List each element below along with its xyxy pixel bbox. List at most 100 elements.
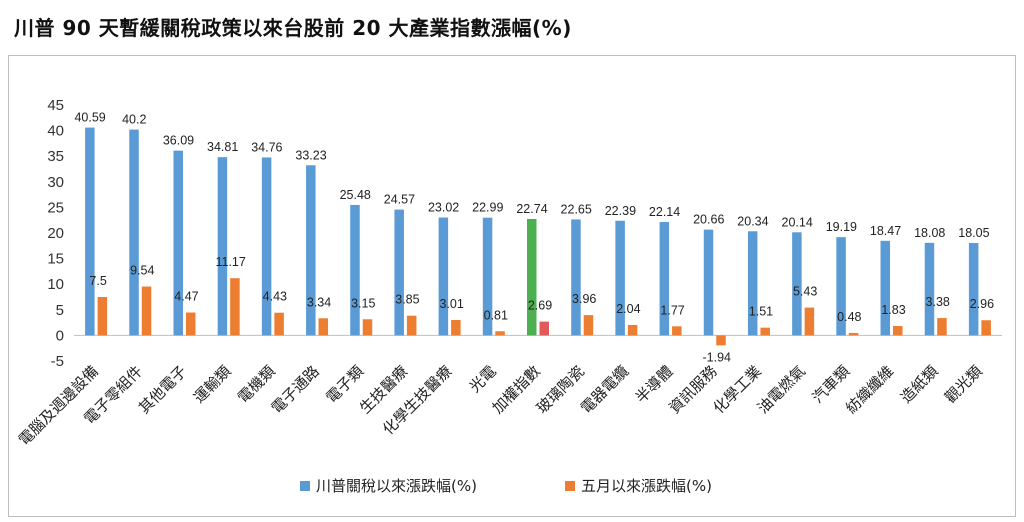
data-label-series-1: 18.47 xyxy=(870,224,901,238)
bar-series-1 xyxy=(880,240,891,336)
bar-series-1 xyxy=(659,222,670,336)
data-label-series-2: 4.47 xyxy=(174,290,198,304)
bar-series-2 xyxy=(848,332,859,336)
bar-series-2 xyxy=(185,312,196,336)
y-axis: 45 40 35 30 25 20 15 10 5 0 -5 xyxy=(47,97,64,370)
bars-group xyxy=(85,127,991,346)
bar-series-2 xyxy=(451,319,461,336)
x-category-label: 資訊服務 xyxy=(665,362,720,417)
x-category-label: 化學工業 xyxy=(710,362,765,417)
bar-series-1 xyxy=(438,217,449,336)
bar-series-2 xyxy=(627,324,638,336)
bar-series-1 xyxy=(571,219,581,336)
data-label-series-2: 3.96 xyxy=(572,292,596,306)
bar-series-1 xyxy=(394,209,404,336)
bar-series-1 xyxy=(261,157,272,336)
bar-series-2 xyxy=(141,286,152,336)
y-tick-label: 10 xyxy=(47,276,64,293)
x-category-label: 電器電纜 xyxy=(577,362,632,417)
data-label-series-2: 3.38 xyxy=(926,295,950,309)
data-label-series-1: 23.02 xyxy=(428,201,459,215)
data-label-series-2: 1.83 xyxy=(881,303,905,317)
bar-series-1 xyxy=(350,204,360,336)
x-category-label: 光電 xyxy=(466,362,500,396)
bar-series-2 xyxy=(539,321,549,336)
data-label-series-1: 22.65 xyxy=(561,202,592,216)
bar-series-1 xyxy=(482,217,493,336)
bar-series-1 xyxy=(306,165,316,336)
data-label-series-2: 11.17 xyxy=(215,255,245,269)
data-label-series-2: 1.77 xyxy=(660,303,684,317)
data-label-series-2: 1.51 xyxy=(749,305,773,319)
x-category-label: 運輸類 xyxy=(190,362,235,407)
bar-series-2 xyxy=(583,315,594,336)
bar-series-1 xyxy=(703,229,714,336)
data-label-series-2: 0.48 xyxy=(837,310,861,324)
y-tick-label: 20 xyxy=(47,225,64,242)
data-label-series-1: 22.74 xyxy=(516,202,547,216)
y-tick-label: 25 xyxy=(47,199,64,216)
bar-series-2 xyxy=(495,331,505,336)
data-label-series-2: 2.04 xyxy=(616,302,640,316)
bar-series-1 xyxy=(173,150,183,336)
legend-label-series-2: 五月以來漲跌幅(%) xyxy=(581,477,712,495)
category-labels-group: 電腦及週邊設備電子零組件其他電子 運輸類 電機類電子通路 電子類生技醫療化學生技醫療光… xyxy=(15,362,986,449)
bar-series-1 xyxy=(615,220,625,336)
bar-series-1 xyxy=(85,127,95,336)
bar-series-2 xyxy=(274,312,284,336)
data-label-series-2: 2.69 xyxy=(528,299,552,313)
y-tick-label: 35 xyxy=(47,148,64,165)
bar-series-2 xyxy=(362,319,373,336)
data-labels-group: 40.59 7.5 40.2 9.54 36.09 4.47 34.81 11.17 34.76… xyxy=(74,111,994,365)
data-label-series-1: 34.76 xyxy=(251,140,282,154)
x-category-label: 觀光類 xyxy=(941,362,986,407)
bar-series-2 xyxy=(318,318,329,336)
y-tick-label: 5 xyxy=(56,302,64,319)
x-category-label: 造紙類 xyxy=(897,362,942,407)
data-label-series-2: 9.54 xyxy=(130,264,154,278)
data-label-series-2: 3.34 xyxy=(307,295,331,309)
data-label-series-2: 4.43 xyxy=(263,290,287,304)
chart-frame xyxy=(8,55,1016,517)
data-label-series-2: 3.01 xyxy=(439,297,463,311)
data-label-series-1: 40.2 xyxy=(122,113,146,127)
x-category-label: 油電燃氣 xyxy=(754,362,809,417)
data-label-series-1: 18.08 xyxy=(914,226,945,240)
data-label-series-1: 20.14 xyxy=(782,215,813,229)
data-label-series-1: 36.09 xyxy=(163,134,194,148)
bar-series-1 xyxy=(747,231,758,336)
bar-series-1 xyxy=(792,232,802,336)
chart-title: 川普 90 天暫緩關稅政策以來台股前 20 大產業指數漲幅(%) xyxy=(14,16,572,40)
bar-series-2 xyxy=(230,278,240,336)
legend-label-series-1: 川普關稅以來漲跌幅(%) xyxy=(316,477,477,495)
legend-swatch-series-1 xyxy=(300,481,310,491)
data-label-series-1: 22.14 xyxy=(649,205,680,219)
data-label-series-2: 3.85 xyxy=(395,293,419,307)
bar-series-2 xyxy=(716,335,726,346)
y-tick-label: 40 xyxy=(47,123,64,140)
data-label-series-2: 3.15 xyxy=(351,296,375,310)
legend-swatch-series-2 xyxy=(565,481,575,491)
data-label-series-1: 18.05 xyxy=(958,226,989,240)
y-tick-label: 15 xyxy=(47,251,64,268)
data-label-series-1: 20.34 xyxy=(737,214,768,228)
x-category-label: 紡織纖維 xyxy=(842,362,897,417)
y-tick-label: 45 xyxy=(47,97,64,114)
y-tick-label: 0 xyxy=(56,327,64,344)
data-label-series-2: 7.5 xyxy=(89,274,106,288)
data-label-series-1: 19.19 xyxy=(826,220,857,234)
x-category-label: 電子通路 xyxy=(268,362,323,417)
y-tick-label: -5 xyxy=(51,353,64,370)
bar-series-2 xyxy=(760,327,770,336)
bar-series-2 xyxy=(97,297,108,336)
bar-series-2 xyxy=(893,326,903,336)
bar-series-1 xyxy=(924,242,935,336)
bar-series-1 xyxy=(129,129,139,336)
bar-series-2 xyxy=(937,318,947,336)
bar-series-1 xyxy=(217,157,228,336)
bar-series-2 xyxy=(672,326,682,336)
bar-series-2 xyxy=(406,315,417,336)
bar-series-2 xyxy=(804,307,815,336)
data-label-series-1: 22.99 xyxy=(472,201,503,215)
